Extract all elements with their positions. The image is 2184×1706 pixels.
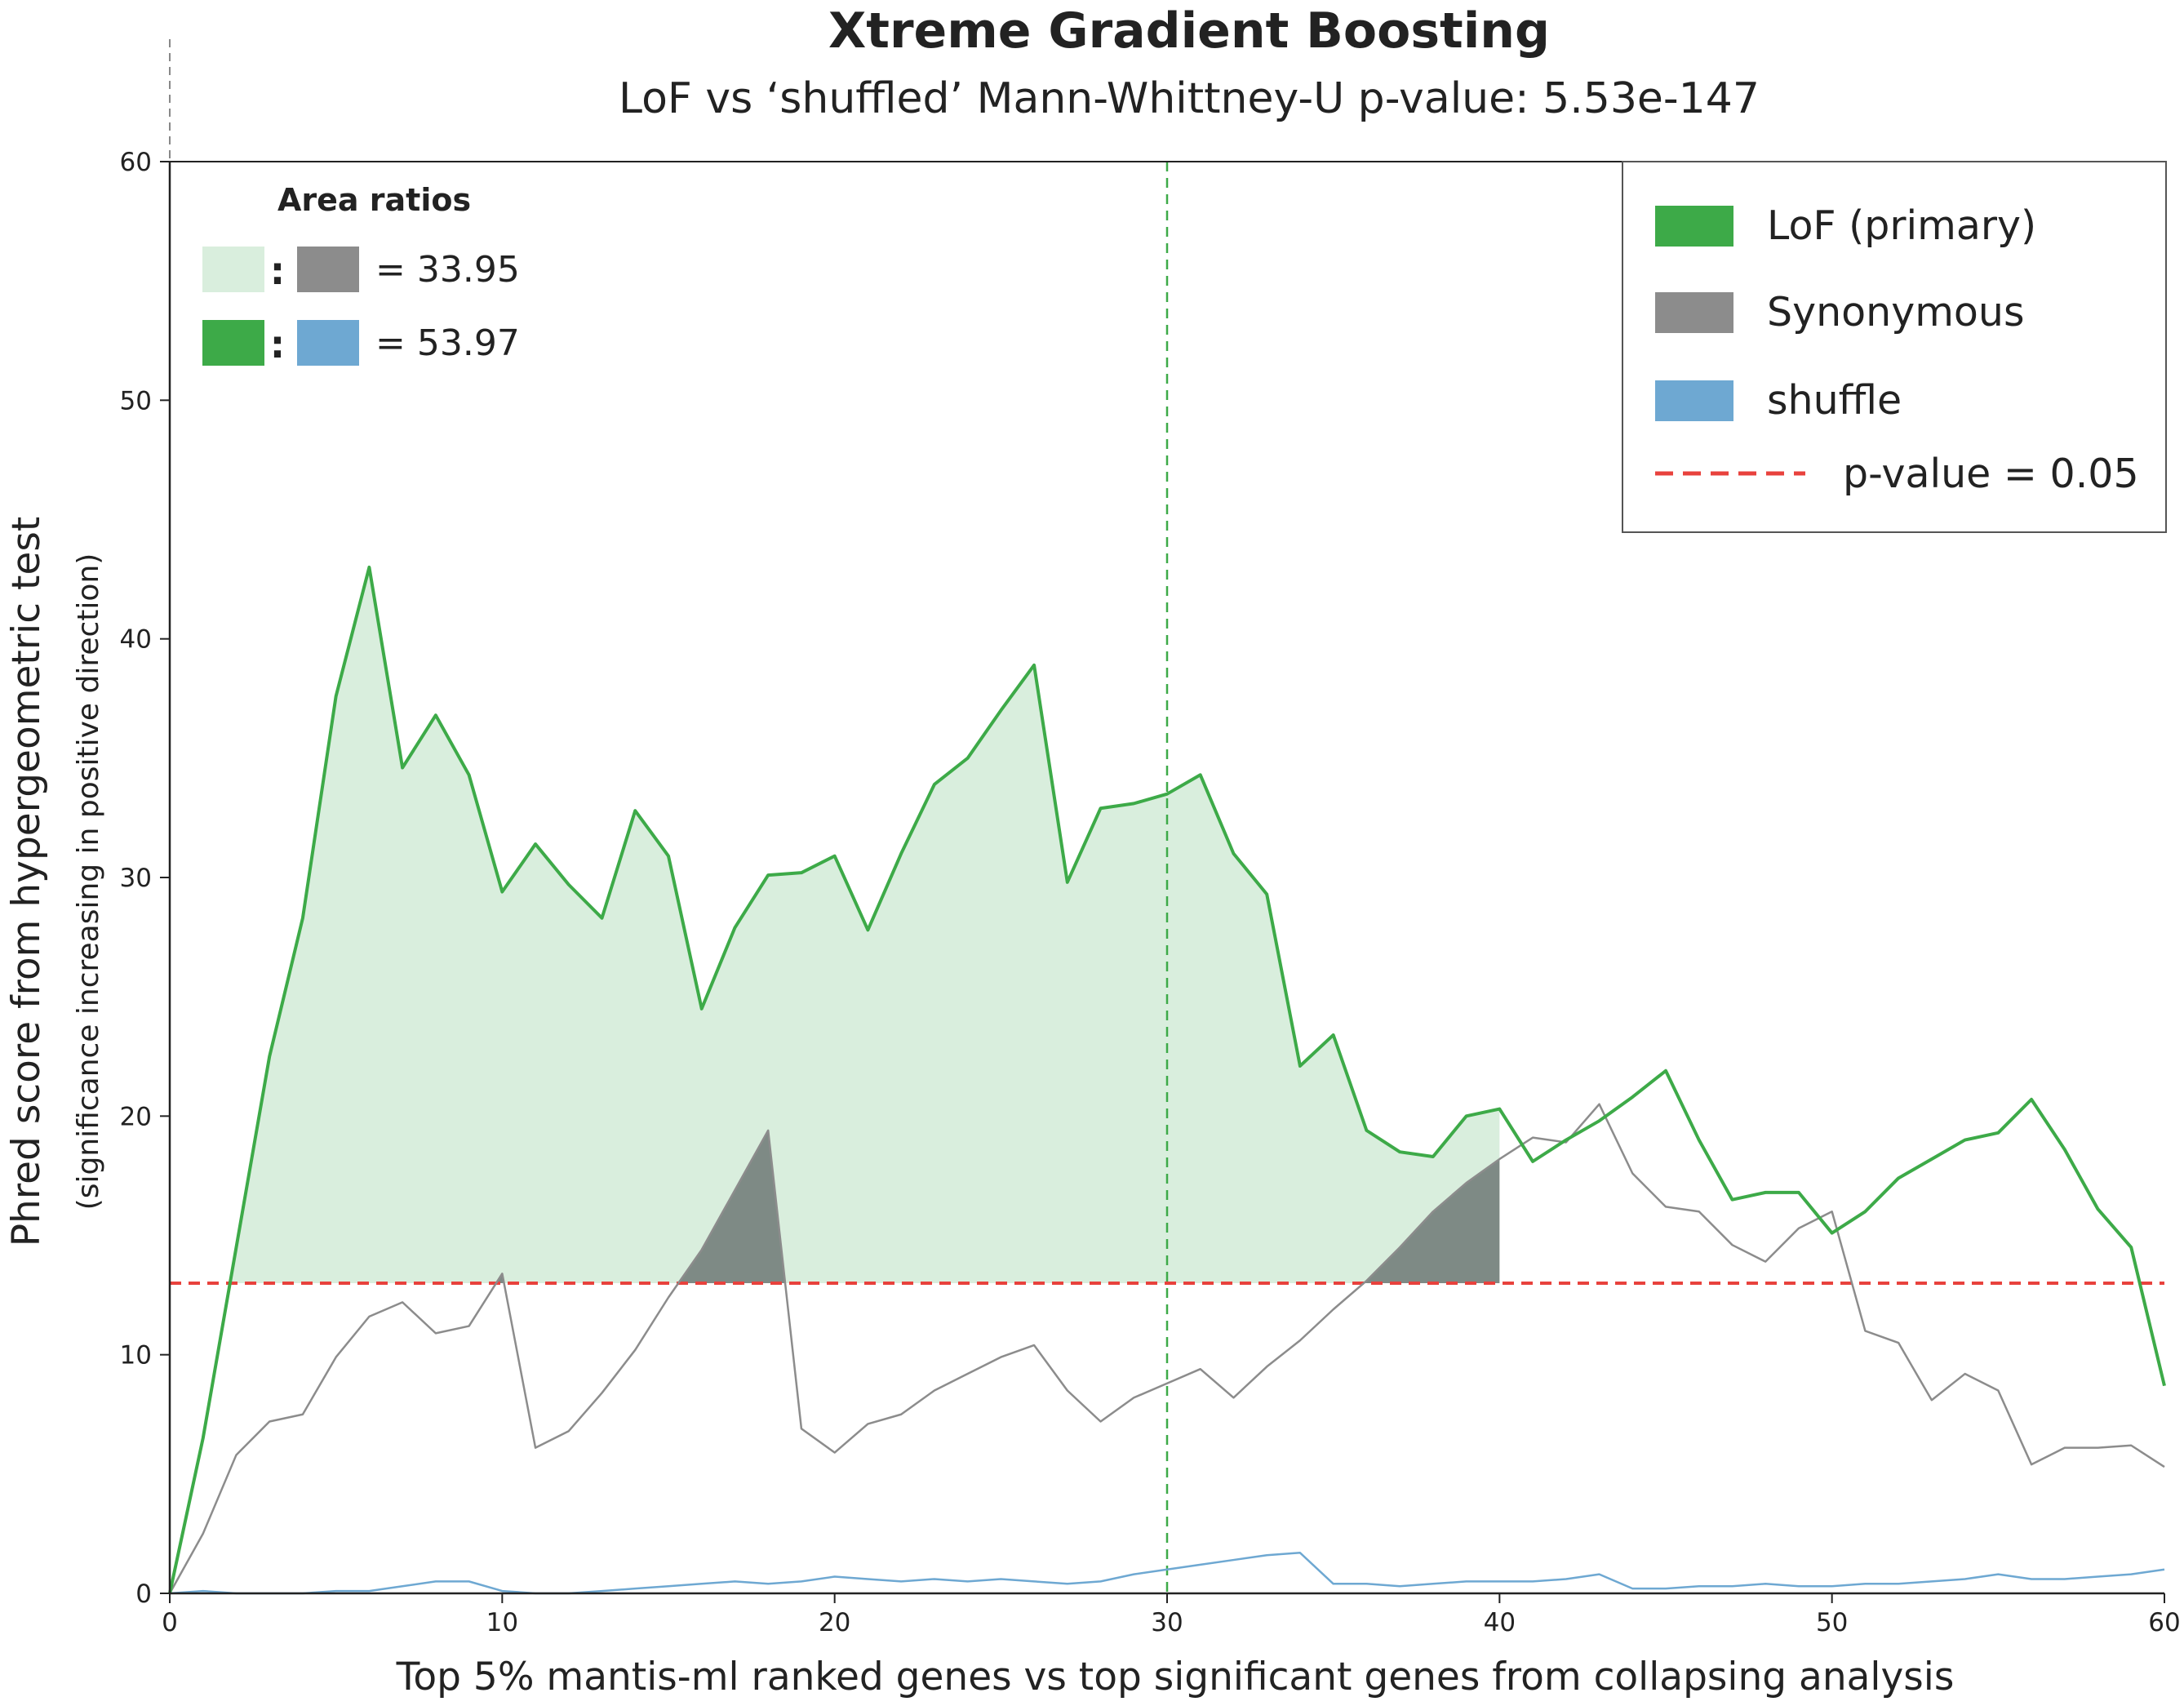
y-tick-label: 30	[120, 864, 152, 893]
y-tick-label: 60	[120, 148, 152, 177]
legend-swatch-lof	[1655, 206, 1733, 247]
chart-title: Xtreme Gradient Boosting	[828, 2, 1550, 60]
ratio-row-2-colon: :	[270, 322, 285, 367]
ratio-row-2-left-swatch	[202, 320, 264, 366]
x-tick-label: 50	[1816, 1608, 1848, 1637]
x-axis-label: Top 5% mantis-ml ranked genes vs top sig…	[396, 1655, 1955, 1699]
area-ratios-title: Area ratios	[277, 182, 471, 218]
ratio-row-1-right-swatch	[297, 247, 359, 292]
ratio-row-2-right-swatch	[297, 320, 359, 366]
x-tick-label: 10	[486, 1608, 518, 1637]
ratio-row-1-colon: :	[270, 249, 285, 293]
series-line-shuffle	[169, 1552, 2165, 1595]
y-axis-label: Phred score from hypergeometric test	[4, 517, 49, 1247]
plot-area: 0 10 20 30 40 50 60 0 10 20 30 40 50 60	[120, 39, 2181, 1637]
series-line-synonymous	[168, 1103, 2165, 1594]
y-tick-label: 40	[120, 625, 152, 655]
y-tick-label: 20	[120, 1102, 152, 1131]
chart-subtitle: LoF vs ‘shuffled’ Mann-Whittney-U p-valu…	[619, 74, 1760, 123]
synonymous-area-fill-3	[1364, 1158, 1500, 1283]
area-ratios-box: Area ratios : = 33.95 : = 53.97	[202, 182, 520, 367]
ratio-row-1-value: = 33.95	[375, 249, 520, 291]
y-tick-label: 10	[120, 1341, 152, 1371]
y-axis-sublabel: (significance increasing in positive dir…	[72, 553, 105, 1211]
y-tick-label: 50	[120, 386, 152, 415]
y-tick-label: 0	[135, 1579, 152, 1609]
legend-label-synonymous: Synonymous	[1767, 289, 2025, 335]
ratio-row-1-left-swatch	[202, 247, 264, 292]
legend: LoF (primary) Synonymous shuffle p-value…	[1622, 161, 2167, 533]
x-tick-label: 60	[2148, 1608, 2180, 1637]
ratio-row-2-value: = 53.97	[375, 322, 520, 364]
x-tick-label: 20	[819, 1608, 850, 1637]
legend-label-pvalue: p-value = 0.05	[1843, 451, 2139, 497]
legend-swatch-shuffle	[1655, 380, 1733, 421]
legend-label-shuffle: shuffle	[1767, 377, 1902, 424]
y-axis-label-group: Phred score from hypergeometric test (si…	[4, 517, 105, 1247]
x-tick-label: 30	[1151, 1608, 1183, 1637]
x-tick-label: 40	[1484, 1608, 1516, 1637]
legend-label-lof: LoF (primary)	[1767, 202, 2036, 249]
series-line-lof-primary	[168, 565, 2166, 1594]
legend-swatch-synonymous	[1655, 292, 1733, 333]
x-tick-label: 0	[162, 1608, 178, 1637]
